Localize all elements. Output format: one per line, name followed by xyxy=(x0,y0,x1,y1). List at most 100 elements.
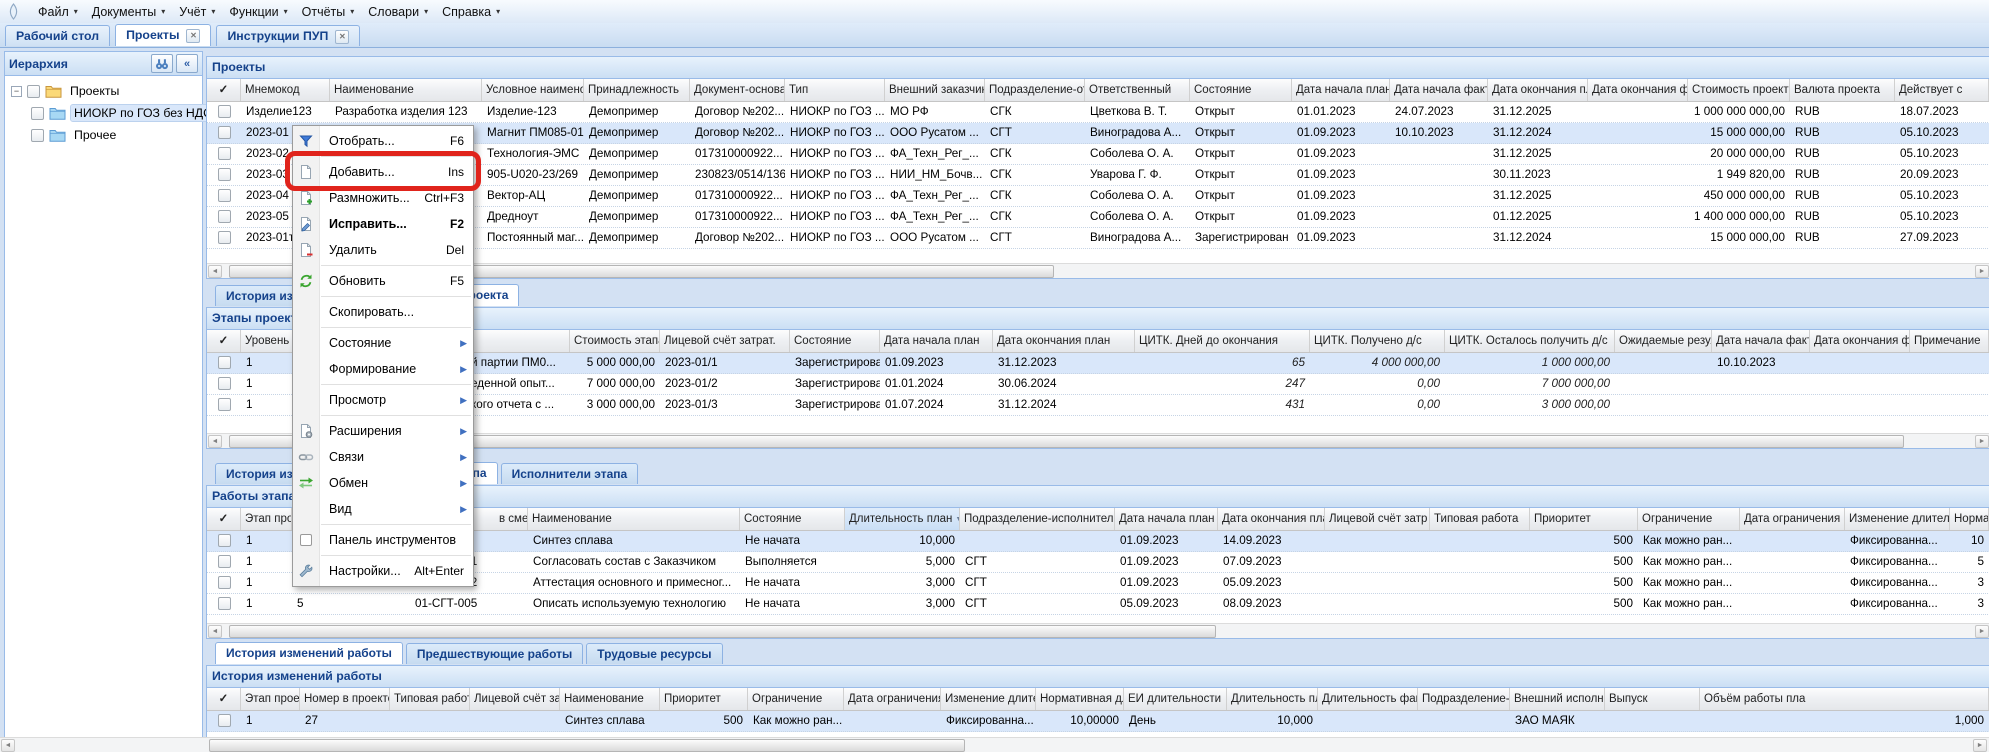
row-checkbox[interactable] xyxy=(217,597,231,610)
column-header[interactable]: Лицевой счёт затрат. xyxy=(660,330,790,352)
scroll-right-icon[interactable]: ► xyxy=(1973,739,1987,752)
column-header[interactable]: Дата окончания план xyxy=(993,330,1135,352)
window-tab-3[interactable]: Инструкции ПУП ✕ xyxy=(216,25,361,46)
column-header[interactable]: Ограничение xyxy=(1638,508,1740,530)
table-row[interactable]: 1 Синтез сплава Не начата 10,000 01.09.2023 1… xyxy=(207,531,1989,552)
column-header[interactable]: Лицевой счёт затр xyxy=(1325,508,1430,530)
horizontal-scrollbar[interactable]: ◄ ► xyxy=(207,433,1989,448)
column-header[interactable]: ЦИТК. Получено д/с xyxy=(1310,330,1445,352)
table-row[interactable]: 2023-04 Вектор-АЦ Демопример 017310000922..… xyxy=(207,186,1989,207)
column-header[interactable]: Наименование xyxy=(330,79,482,101)
column-header[interactable]: Изменение длител xyxy=(1845,508,1950,530)
column-header[interactable]: Дата окончания ф xyxy=(1588,79,1688,101)
horizontal-scrollbar[interactable]: ◄ ► xyxy=(207,623,1989,638)
column-header[interactable]: ✓ xyxy=(207,688,241,710)
column-header[interactable]: Дата окончания план xyxy=(1218,508,1325,530)
column-header[interactable]: Примечание xyxy=(1910,330,1989,352)
row-checkbox[interactable] xyxy=(217,714,231,727)
column-header[interactable]: Внешний заказчик xyxy=(885,79,985,101)
column-header[interactable]: Стоимость проекта xyxy=(1688,79,1790,101)
column-header[interactable]: Номер в проекте xyxy=(300,688,390,710)
table-row[interactable]: 1 кого отчета с ... 3 000 000,00 2023-01/3 З… xyxy=(207,395,1989,416)
row-checkbox[interactable] xyxy=(217,555,231,568)
row-checkbox[interactable] xyxy=(217,398,231,411)
section-tab[interactable]: История изменений работы xyxy=(215,642,403,664)
scroll-left-icon[interactable]: ◄ xyxy=(1,739,15,752)
scroll-right-icon[interactable]: ► xyxy=(1975,265,1989,278)
column-header[interactable]: Ограничение xyxy=(748,688,844,710)
column-header[interactable]: Дата начала план xyxy=(880,330,993,352)
menu-item-добавить[interactable]: Добавить... Ins xyxy=(293,159,473,185)
table-row[interactable]: 1 й партии ПМ0... 5 000 000,00 2023-01/1 Зар… xyxy=(207,353,1989,374)
menu-item-связи[interactable]: Связи ▶ xyxy=(293,444,473,470)
scroll-left-icon[interactable]: ◄ xyxy=(208,265,222,278)
menubar-item-3[interactable]: Учёт ▾ xyxy=(172,2,222,22)
section-tab[interactable]: Трудовые ресурсы xyxy=(586,643,723,664)
column-header[interactable]: Длительность пла xyxy=(1227,688,1318,710)
column-header[interactable]: Дата начала план xyxy=(1115,508,1218,530)
table-row[interactable]: 2023-01т Постоянный маг... Демопример Догов… xyxy=(207,228,1989,249)
row-checkbox[interactable] xyxy=(217,576,231,589)
column-header[interactable]: в смете xyxy=(410,508,528,530)
column-header[interactable]: Дата начала план. xyxy=(1292,79,1390,101)
scroll-left-icon[interactable]: ◄ xyxy=(208,625,222,638)
column-header[interactable]: Условное наименова xyxy=(482,79,584,101)
column-header[interactable]: Состояние xyxy=(740,508,845,530)
column-header[interactable]: ЦИТК. Дней до окончания xyxy=(1135,330,1310,352)
column-header[interactable]: Документ-основан xyxy=(690,79,785,101)
menu-item-обновить[interactable]: Обновить F5 xyxy=(293,268,473,294)
column-header[interactable]: Мнемокод xyxy=(241,79,330,101)
column-header[interactable]: Длительность фак xyxy=(1318,688,1418,710)
menu-item-настройки[interactable]: Настройки... Alt+Enter xyxy=(293,558,473,584)
tab-close-icon[interactable]: ✕ xyxy=(186,29,201,43)
column-header[interactable]: Дата окончания пл xyxy=(1488,79,1588,101)
menu-item-размножить[interactable]: Размножить... Ctrl+F3 xyxy=(293,185,473,211)
column-header[interactable]: Ожидаемые резул xyxy=(1615,330,1712,352)
row-checkbox[interactable] xyxy=(217,147,231,160)
column-header[interactable]: Подразделение-от xyxy=(985,79,1085,101)
tree-expander[interactable]: − xyxy=(11,85,22,97)
column-header[interactable]: Типовая работа xyxy=(390,688,470,710)
tree-item[interactable]: − Проекты xyxy=(11,80,122,102)
collapse-icon[interactable]: « xyxy=(176,54,198,73)
row-checkbox[interactable] xyxy=(217,105,231,118)
column-header[interactable]: Дата начала факт. xyxy=(1712,330,1810,352)
row-checkbox[interactable] xyxy=(217,231,231,244)
column-header[interactable]: Дата ограничения xyxy=(844,688,941,710)
menubar-item-7[interactable]: Справка ▾ xyxy=(435,2,507,22)
column-header[interactable]: Состояние xyxy=(790,330,880,352)
row-checkbox[interactable] xyxy=(217,210,231,223)
horizontal-scrollbar[interactable]: ◄ ► xyxy=(207,263,1989,278)
scrollbar-thumb[interactable] xyxy=(209,739,965,752)
table-row[interactable]: 2023-05 Дредноут Демопример 017310000922...… xyxy=(207,207,1989,228)
window-tab-1[interactable]: Рабочий стол xyxy=(5,25,111,46)
row-checkbox[interactable] xyxy=(217,189,231,202)
menubar-item-2[interactable]: Документы ▾ xyxy=(85,2,172,22)
column-header[interactable]: Этап проекта xyxy=(241,688,300,710)
menu-item-обмен[interactable]: Обмен ▶ xyxy=(293,470,473,496)
column-header[interactable]: ЦИТК. Осталось получить д/с xyxy=(1445,330,1615,352)
menu-item-расширения[interactable]: Расширения ▶ xyxy=(293,418,473,444)
table-row[interactable]: Изделие123 Разработка изделия 123 Изделие-… xyxy=(207,102,1989,123)
window-horizontal-scrollbar[interactable]: ◄ ► xyxy=(0,737,1989,752)
column-header[interactable]: Дата ограничения xyxy=(1740,508,1845,530)
column-header[interactable]: Подразделение-ис xyxy=(1418,688,1510,710)
menu-item-скопировать[interactable]: Скопировать... xyxy=(293,299,473,325)
column-header[interactable]: Дата окончания ф xyxy=(1810,330,1910,352)
menubar-item-5[interactable]: Отчёты ▾ xyxy=(295,2,362,22)
menu-item-отобрать[interactable]: Отобрать... F6 xyxy=(293,128,473,154)
row-checkbox[interactable] xyxy=(217,356,231,369)
column-header[interactable]: ✓ xyxy=(207,508,241,530)
menubar-item-6[interactable]: Словари ▾ xyxy=(361,2,435,22)
menu-item-просмотр[interactable]: Просмотр ▶ xyxy=(293,387,473,413)
table-row[interactable]: 2023-01 Магнит ПМ085-01 Демопример Договор … xyxy=(207,123,1989,144)
column-header[interactable]: Объём работы пла xyxy=(1700,688,1989,710)
table-row[interactable]: 2023-03 905-U020-23/269 Демопример 230823/0… xyxy=(207,165,1989,186)
scroll-right-icon[interactable]: ► xyxy=(1975,435,1989,448)
menu-item-исправить[interactable]: Исправить... F2 xyxy=(293,211,473,237)
row-checkbox[interactable] xyxy=(217,534,231,547)
column-header[interactable]: Внешний исполни xyxy=(1510,688,1605,710)
menubar-item-4[interactable]: Функции ▾ xyxy=(222,2,294,22)
scrollbar-thumb[interactable] xyxy=(229,625,1216,638)
column-header[interactable]: Длительность план▼ xyxy=(845,508,960,530)
